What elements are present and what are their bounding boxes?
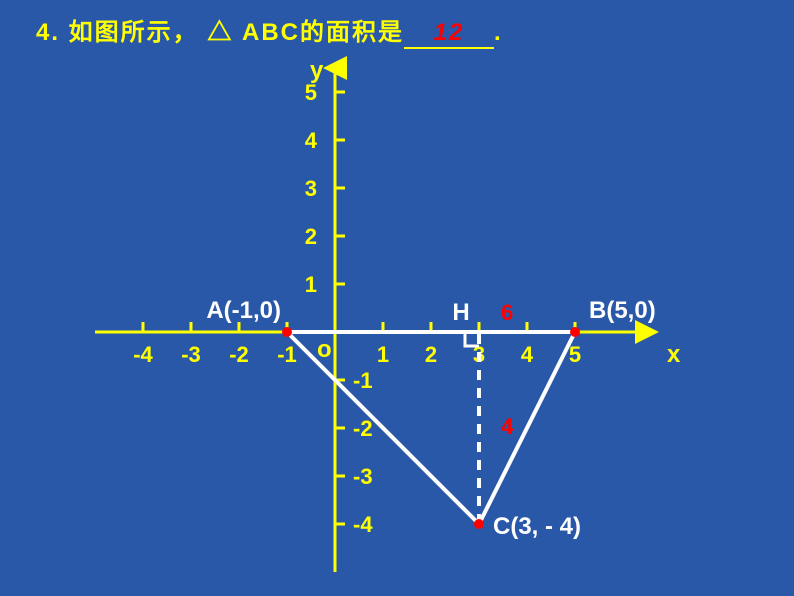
svg-text:2: 2 — [305, 224, 317, 249]
svg-text:-1: -1 — [277, 342, 297, 367]
svg-text:-2: -2 — [229, 342, 249, 367]
svg-text:-4: -4 — [133, 342, 153, 367]
svg-text:1: 1 — [305, 272, 317, 297]
coordinate-chart: -4-3-2-11234512345-1-2-3-4xyo A(-1,0)B(5… — [0, 0, 794, 596]
svg-text:4: 4 — [501, 414, 514, 439]
svg-text:A(-1,0): A(-1,0) — [206, 297, 281, 324]
svg-text:B(5,0): B(5,0) — [589, 297, 656, 324]
svg-text:1: 1 — [377, 342, 389, 367]
svg-text:C(3, - 4): C(3, - 4) — [493, 513, 581, 540]
svg-text:y: y — [310, 57, 324, 84]
svg-text:-4: -4 — [353, 512, 373, 537]
svg-text:4: 4 — [521, 342, 534, 367]
svg-text:-2: -2 — [353, 416, 373, 441]
svg-text:3: 3 — [305, 176, 317, 201]
svg-text:4: 4 — [305, 128, 318, 153]
svg-text:-3: -3 — [353, 464, 373, 489]
svg-text:5: 5 — [569, 342, 581, 367]
svg-text:2: 2 — [425, 342, 437, 367]
svg-text:H: H — [452, 299, 469, 326]
svg-text:-1: -1 — [353, 368, 373, 393]
axes — [95, 68, 647, 572]
svg-text:x: x — [667, 341, 681, 368]
svg-text:o: o — [317, 336, 332, 363]
svg-text:6: 6 — [501, 300, 513, 325]
svg-text:-3: -3 — [181, 342, 201, 367]
